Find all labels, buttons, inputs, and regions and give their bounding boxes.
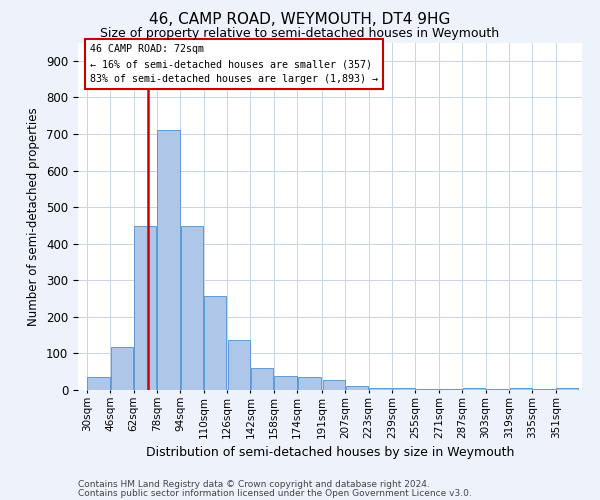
Bar	[416, 389, 438, 390]
Bar	[556, 388, 578, 390]
Text: 46 CAMP ROAD: 72sqm
← 16% of semi-detached houses are smaller (357)
83% of semi-: 46 CAMP ROAD: 72sqm ← 16% of semi-detach…	[89, 44, 377, 84]
Bar	[323, 380, 345, 390]
Bar	[439, 389, 461, 390]
Bar	[369, 388, 392, 390]
Bar	[346, 386, 368, 390]
Bar	[227, 340, 250, 390]
Text: Contains public sector information licensed under the Open Government Licence v3: Contains public sector information licen…	[78, 488, 472, 498]
Bar	[486, 389, 508, 390]
Bar	[134, 226, 157, 390]
Bar	[509, 388, 532, 390]
Text: 46, CAMP ROAD, WEYMOUTH, DT4 9HG: 46, CAMP ROAD, WEYMOUTH, DT4 9HG	[149, 12, 451, 28]
Bar	[274, 376, 296, 390]
Bar	[533, 389, 555, 390]
Bar	[181, 226, 203, 390]
Bar	[392, 388, 415, 390]
X-axis label: Distribution of semi-detached houses by size in Weymouth: Distribution of semi-detached houses by …	[146, 446, 514, 459]
Bar	[251, 368, 273, 390]
Bar	[463, 388, 485, 390]
Bar	[88, 377, 110, 390]
Y-axis label: Number of semi-detached properties: Number of semi-detached properties	[28, 107, 40, 326]
Bar	[157, 130, 179, 390]
Bar	[298, 377, 322, 390]
Bar	[204, 296, 226, 390]
Text: Contains HM Land Registry data © Crown copyright and database right 2024.: Contains HM Land Registry data © Crown c…	[78, 480, 430, 489]
Bar	[111, 347, 133, 390]
Text: Size of property relative to semi-detached houses in Weymouth: Size of property relative to semi-detach…	[100, 28, 500, 40]
